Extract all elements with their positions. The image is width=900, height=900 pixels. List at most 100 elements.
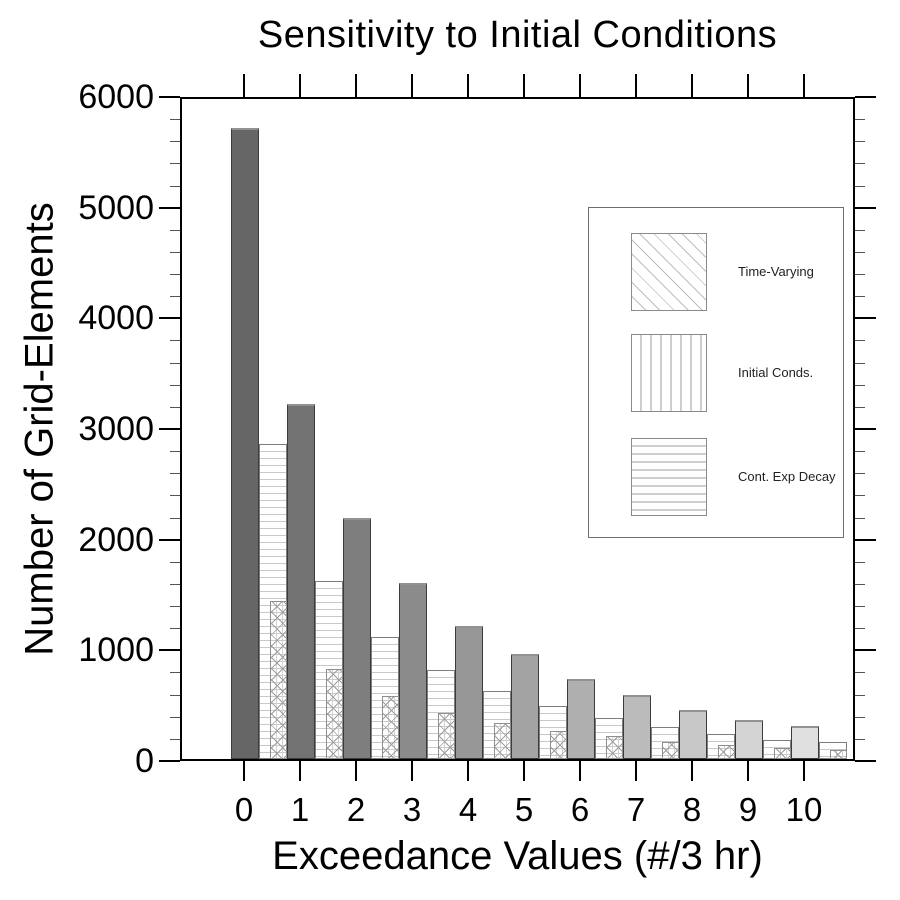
y-tick-label: 2000 xyxy=(78,521,154,559)
y-tick-minor-right xyxy=(855,717,865,718)
bar-time-varying-initial-conds-cat6 xyxy=(606,736,623,759)
bar-time-varying-initial-conds-cat2 xyxy=(382,696,399,759)
x-tick-top xyxy=(691,74,693,97)
y-tick-minor-left xyxy=(170,584,180,585)
x-tick-label: 2 xyxy=(346,791,366,828)
y-tick-minor-right xyxy=(855,119,865,120)
legend-label-cont-exp-decay: Cont. Exp Decay xyxy=(738,469,836,484)
y-tick-label: 1000 xyxy=(78,631,154,669)
y-tick-major-left xyxy=(159,207,180,209)
x-tick-top xyxy=(635,74,637,97)
y-tick-minor-left xyxy=(170,628,180,629)
y-tick-minor-right xyxy=(855,739,865,740)
y-tick-minor-left xyxy=(170,695,180,696)
y-tick-minor-right xyxy=(855,606,865,607)
x-tick-bottom xyxy=(803,761,805,781)
y-tick-major-left xyxy=(159,317,180,319)
bar-solid-cat10 xyxy=(791,726,819,759)
y-tick-label: 5000 xyxy=(78,189,154,227)
y-tick-minor-left xyxy=(170,274,180,275)
y-tick-major-right xyxy=(855,649,876,651)
x-tick-bottom xyxy=(523,761,525,781)
x-tick-label: 0 xyxy=(234,791,254,828)
legend-swatch-time-varying xyxy=(631,233,707,311)
y-tick-major-right xyxy=(855,539,876,541)
legend-label-initial-conds: Initial Conds. xyxy=(738,365,814,380)
y-tick-minor-left xyxy=(170,473,180,474)
bar-time-varying-initial-conds-cat8 xyxy=(718,745,735,759)
x-tick-label: 6 xyxy=(570,791,590,828)
x-tick-label: 4 xyxy=(458,791,478,828)
bar-time-varying-initial-conds-cat7 xyxy=(662,742,679,759)
y-tick-major-right xyxy=(855,317,876,319)
x-tick-bottom xyxy=(355,761,357,781)
bar-time-varying-initial-conds-cat4 xyxy=(494,723,511,759)
y-tick-minor-left xyxy=(170,252,180,253)
x-tick-bottom xyxy=(747,761,749,781)
x-tick-top xyxy=(747,74,749,97)
y-tick-minor-left xyxy=(170,163,180,164)
y-tick-minor-right xyxy=(855,473,865,474)
y-tick-minor-left xyxy=(170,385,180,386)
legend-label-time-varying: Time-Varying xyxy=(738,264,814,279)
x-tick-label: 8 xyxy=(682,791,702,828)
bar-time-varying-initial-conds-cat5 xyxy=(550,731,567,759)
bar-solid-cat1 xyxy=(287,404,315,759)
y-tick-minor-right xyxy=(855,562,865,563)
y-tick-minor-left xyxy=(170,230,180,231)
x-tick-bottom xyxy=(299,761,301,781)
y-tick-label: 4000 xyxy=(78,299,154,337)
x-tick-bottom xyxy=(243,761,245,781)
y-tick-minor-right xyxy=(855,672,865,673)
y-tick-minor-left xyxy=(170,186,180,187)
bar-solid-cat0 xyxy=(231,128,259,759)
x-tick-label: 10 xyxy=(785,791,823,828)
y-tick-minor-right xyxy=(855,252,865,253)
x-tick-label: 7 xyxy=(626,791,646,828)
y-tick-minor-right xyxy=(855,141,865,142)
bar-time-varying-initial-conds-cat9 xyxy=(774,748,791,759)
y-tick-label: 3000 xyxy=(78,410,154,448)
y-tick-minor-left xyxy=(170,296,180,297)
bar-solid-cat3 xyxy=(399,583,427,759)
y-tick-minor-left xyxy=(170,451,180,452)
y-tick-minor-right xyxy=(855,628,865,629)
y-tick-major-left xyxy=(159,96,180,98)
y-tick-minor-right xyxy=(855,695,865,696)
y-tick-major-left xyxy=(159,649,180,651)
x-tick-top xyxy=(411,74,413,97)
bar-solid-cat5 xyxy=(511,654,539,759)
y-tick-minor-right xyxy=(855,584,865,585)
y-tick-major-right xyxy=(855,760,876,762)
y-tick-minor-right xyxy=(855,385,865,386)
bar-solid-cat7 xyxy=(623,695,651,759)
y-tick-minor-left xyxy=(170,119,180,120)
x-tick-top xyxy=(523,74,525,97)
x-tick-top xyxy=(299,74,301,97)
y-tick-minor-right xyxy=(855,340,865,341)
y-tick-minor-right xyxy=(855,296,865,297)
y-tick-minor-left xyxy=(170,672,180,673)
y-tick-major-left xyxy=(159,539,180,541)
y-tick-minor-left xyxy=(170,407,180,408)
y-tick-minor-right xyxy=(855,451,865,452)
x-tick-label: 1 xyxy=(290,791,310,828)
y-tick-minor-left xyxy=(170,340,180,341)
x-tick-bottom xyxy=(691,761,693,781)
legend-swatch-initial-conds xyxy=(631,334,707,412)
y-tick-major-left xyxy=(159,760,180,762)
y-tick-minor-left xyxy=(170,518,180,519)
chart-title: Sensitivity to Initial Conditions xyxy=(257,14,778,56)
x-tick-bottom xyxy=(635,761,637,781)
bar-time-varying-initial-conds-cat0 xyxy=(270,601,287,759)
y-tick-minor-right xyxy=(855,274,865,275)
x-tick-top xyxy=(803,74,805,97)
bar-solid-cat2 xyxy=(343,518,371,759)
x-axis-title: Exceedance Values (#/3 hr) xyxy=(272,834,763,878)
x-tick-label: 5 xyxy=(514,791,534,828)
y-tick-minor-right xyxy=(855,186,865,187)
bar-time-varying-initial-conds-cat3 xyxy=(438,713,455,759)
x-tick-top xyxy=(467,74,469,97)
y-tick-minor-right xyxy=(855,495,865,496)
